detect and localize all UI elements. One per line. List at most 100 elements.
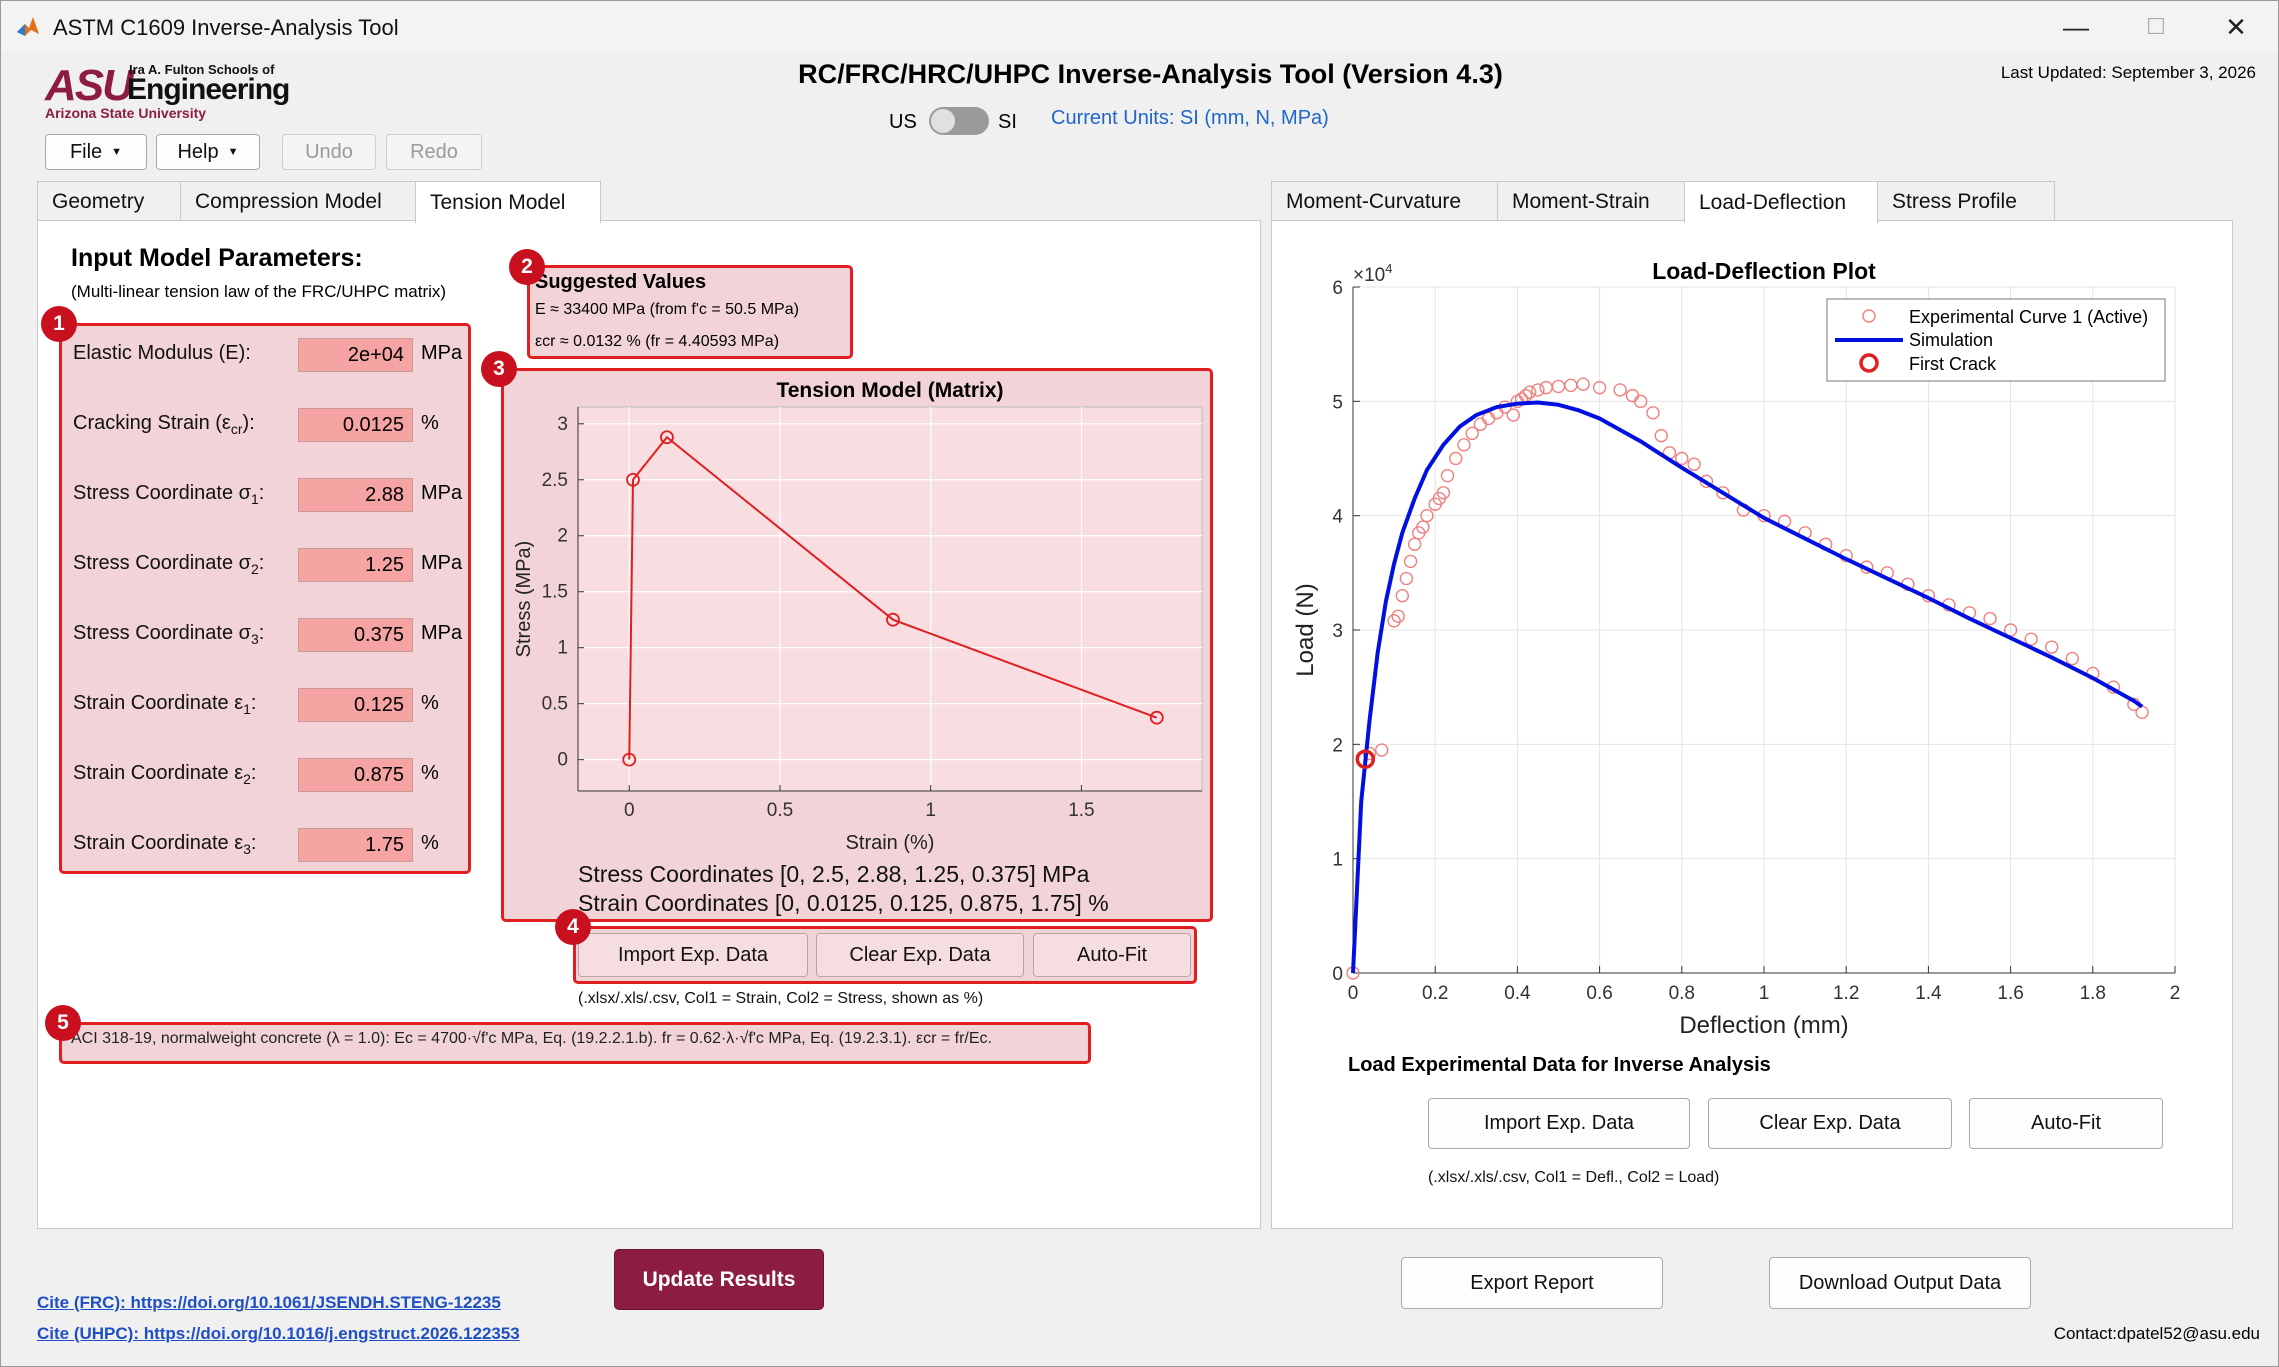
param-input[interactable]: 1.25 bbox=[298, 548, 413, 582]
param-input[interactable]: 0.125 bbox=[298, 688, 413, 722]
x-tick-label: 0.6 bbox=[1586, 983, 1612, 1004]
experimental-point bbox=[1362, 746, 1377, 761]
y-tick-label: 0.5 bbox=[542, 694, 568, 715]
right-autofit-button[interactable]: Auto-Fit bbox=[1969, 1098, 2163, 1149]
file-menu-button[interactable]: File ▼ bbox=[45, 134, 147, 170]
close-icon[interactable]: ✕ bbox=[2225, 12, 2247, 42]
param-input[interactable]: 0.875 bbox=[298, 758, 413, 792]
tension-law-point bbox=[886, 612, 900, 627]
x-tick-label: 1.2 bbox=[1833, 983, 1859, 1004]
logo-school-text: Ira A. Fulton Schools of bbox=[129, 62, 275, 77]
undo-button[interactable]: Undo bbox=[282, 134, 376, 170]
suggested-e: E ≈ 33400 MPa (from f'c = 50.5 MPa) bbox=[535, 301, 799, 318]
y-exponent-power: 4 bbox=[1385, 261, 1392, 276]
minimize-icon[interactable]: — bbox=[2063, 12, 2089, 42]
x-axis-label: Strain (%) bbox=[846, 832, 935, 854]
suggested-values-box bbox=[527, 265, 853, 359]
experimental-point bbox=[1449, 451, 1463, 466]
param-unit: % bbox=[421, 692, 439, 714]
tab-moment-strain[interactable]: Moment-Strain bbox=[1497, 181, 1685, 221]
stress-coordinates-text: Stress Coordinates [0, 2.5, 2.88, 1.25, … bbox=[578, 861, 1090, 887]
aci-note-box bbox=[59, 1022, 1091, 1064]
param-label: Stress Coordinate σ3: bbox=[73, 622, 265, 647]
y-tick-label: 3 bbox=[1332, 621, 1343, 642]
app-title: RC/FRC/HRC/UHPC Inverse-Analysis Tool (V… bbox=[798, 59, 1503, 89]
param-unit: MPa bbox=[421, 622, 463, 644]
badge-2: 2 bbox=[509, 249, 545, 285]
param-label-subscript: cr bbox=[230, 421, 243, 437]
param-label-subscript: 3 bbox=[243, 841, 251, 857]
unit-us-label: US bbox=[889, 111, 917, 133]
update-results-button[interactable]: Update Results bbox=[614, 1249, 824, 1310]
left-clear-button[interactable]: Clear Exp. Data bbox=[816, 933, 1024, 977]
y-tick-label: 0 bbox=[557, 750, 568, 771]
param-label: Elastic Modulus (E): bbox=[73, 342, 251, 364]
y-tick-label: 5 bbox=[1332, 392, 1343, 413]
param-input[interactable]: 0.375 bbox=[298, 618, 413, 652]
plot-area bbox=[577, 406, 1203, 792]
maximize-icon[interactable]: ☐ bbox=[2146, 14, 2166, 39]
experimental-point bbox=[2065, 651, 2079, 666]
x-tick-label: 1.8 bbox=[2080, 983, 2106, 1004]
experimental-point bbox=[1523, 385, 1537, 399]
tension-model-chart: 0 0.5 1 1.5 0 0.5 1 1.5 2 2.5 3 Tension Model (Matr… bbox=[513, 379, 1203, 854]
redo-button[interactable]: Redo bbox=[386, 134, 482, 170]
param-input[interactable]: 2.88 bbox=[298, 478, 413, 512]
left-import-button[interactable]: Import Exp. Data bbox=[578, 933, 808, 977]
y-tick-label: 2 bbox=[557, 526, 568, 547]
y-tick-label: 4 bbox=[1332, 507, 1343, 528]
tab-compression-model[interactable]: Compression Model bbox=[180, 181, 416, 221]
last-updated: Last Updated: September 3, 2026 bbox=[2000, 63, 2256, 82]
experimental-point bbox=[1457, 438, 1471, 452]
x-tick-label: 0.5 bbox=[767, 800, 793, 821]
experimental-point bbox=[1646, 406, 1660, 420]
left-file-note: (.xlsx/.xls/.csv, Col1 = Strain, Col2 = … bbox=[578, 990, 984, 1007]
first-crack-marker bbox=[1355, 749, 1376, 769]
x-tick-label: 1.4 bbox=[1915, 983, 1942, 1004]
param-unit: % bbox=[421, 412, 439, 434]
download-output-button[interactable]: Download Output Data bbox=[1769, 1257, 2031, 1309]
toggle-knob[interactable] bbox=[931, 109, 955, 133]
x-tick-label: 0.4 bbox=[1504, 983, 1531, 1004]
tab-geometry[interactable]: Geometry bbox=[37, 181, 181, 221]
param-input[interactable]: 2e+04 bbox=[298, 338, 413, 372]
param-unit: MPa bbox=[421, 342, 463, 364]
param-label: Cracking Strain (εcr): bbox=[73, 412, 255, 437]
logo-engineering-text: Engineering bbox=[127, 73, 290, 106]
help-menu-button[interactable]: Help ▼ bbox=[156, 134, 260, 170]
tension-law-point bbox=[622, 752, 637, 767]
experimental-point bbox=[1416, 520, 1430, 534]
experimental-point bbox=[1465, 426, 1479, 441]
y-tick-label: 1.5 bbox=[542, 582, 568, 603]
param-label: Stress Coordinate σ2: bbox=[73, 552, 265, 577]
param-input[interactable]: 1.75 bbox=[298, 828, 413, 862]
left-autofit-button[interactable]: Auto-Fit bbox=[1033, 933, 1191, 977]
param-unit: MPa bbox=[421, 482, 463, 504]
right-clear-button[interactable]: Clear Exp. Data bbox=[1708, 1098, 1952, 1149]
tab-load-deflection[interactable]: Load-Deflection bbox=[1684, 181, 1878, 223]
export-report-button[interactable]: Export Report bbox=[1401, 1257, 1663, 1309]
experimental-point bbox=[1375, 743, 1389, 757]
param-label-subscript: 1 bbox=[243, 701, 251, 717]
unit-toggle-switch[interactable] bbox=[929, 107, 989, 135]
dropdown-triangle-icon: ▼ bbox=[111, 146, 123, 158]
x-tick-label: 1 bbox=[925, 800, 936, 821]
experimental-point bbox=[1654, 428, 1668, 443]
param-input[interactable]: 0.0125 bbox=[298, 408, 413, 442]
y-tick-label: 1 bbox=[557, 638, 568, 659]
tab-moment-curvature[interactable]: Moment-Curvature bbox=[1271, 181, 1498, 221]
tab-stress-profile[interactable]: Stress Profile bbox=[1877, 181, 2055, 221]
strain-coordinates-text: Strain Coordinates [0, 0.0125, 0.125, 0.… bbox=[578, 890, 1109, 916]
right-import-button[interactable]: Import Exp. Data bbox=[1428, 1098, 1690, 1149]
experimental-point bbox=[1387, 614, 1401, 628]
experimental-point bbox=[1675, 451, 1689, 466]
x-tick-label: 0 bbox=[1348, 983, 1359, 1004]
tab-tension-model[interactable]: Tension Model bbox=[415, 181, 601, 223]
x-tick-label: 1.5 bbox=[1068, 800, 1094, 821]
matlab-icon bbox=[17, 17, 39, 36]
cite-frc-link[interactable]: Cite (FRC): https://doi.org/10.1061/JSEN… bbox=[37, 1293, 501, 1312]
unit-si-label: SI bbox=[998, 111, 1017, 133]
cite-uhpc-link[interactable]: Cite (UHPC): https://doi.org/10.1016/j.e… bbox=[37, 1324, 520, 1343]
x-tick-label: 1 bbox=[1759, 983, 1770, 1004]
